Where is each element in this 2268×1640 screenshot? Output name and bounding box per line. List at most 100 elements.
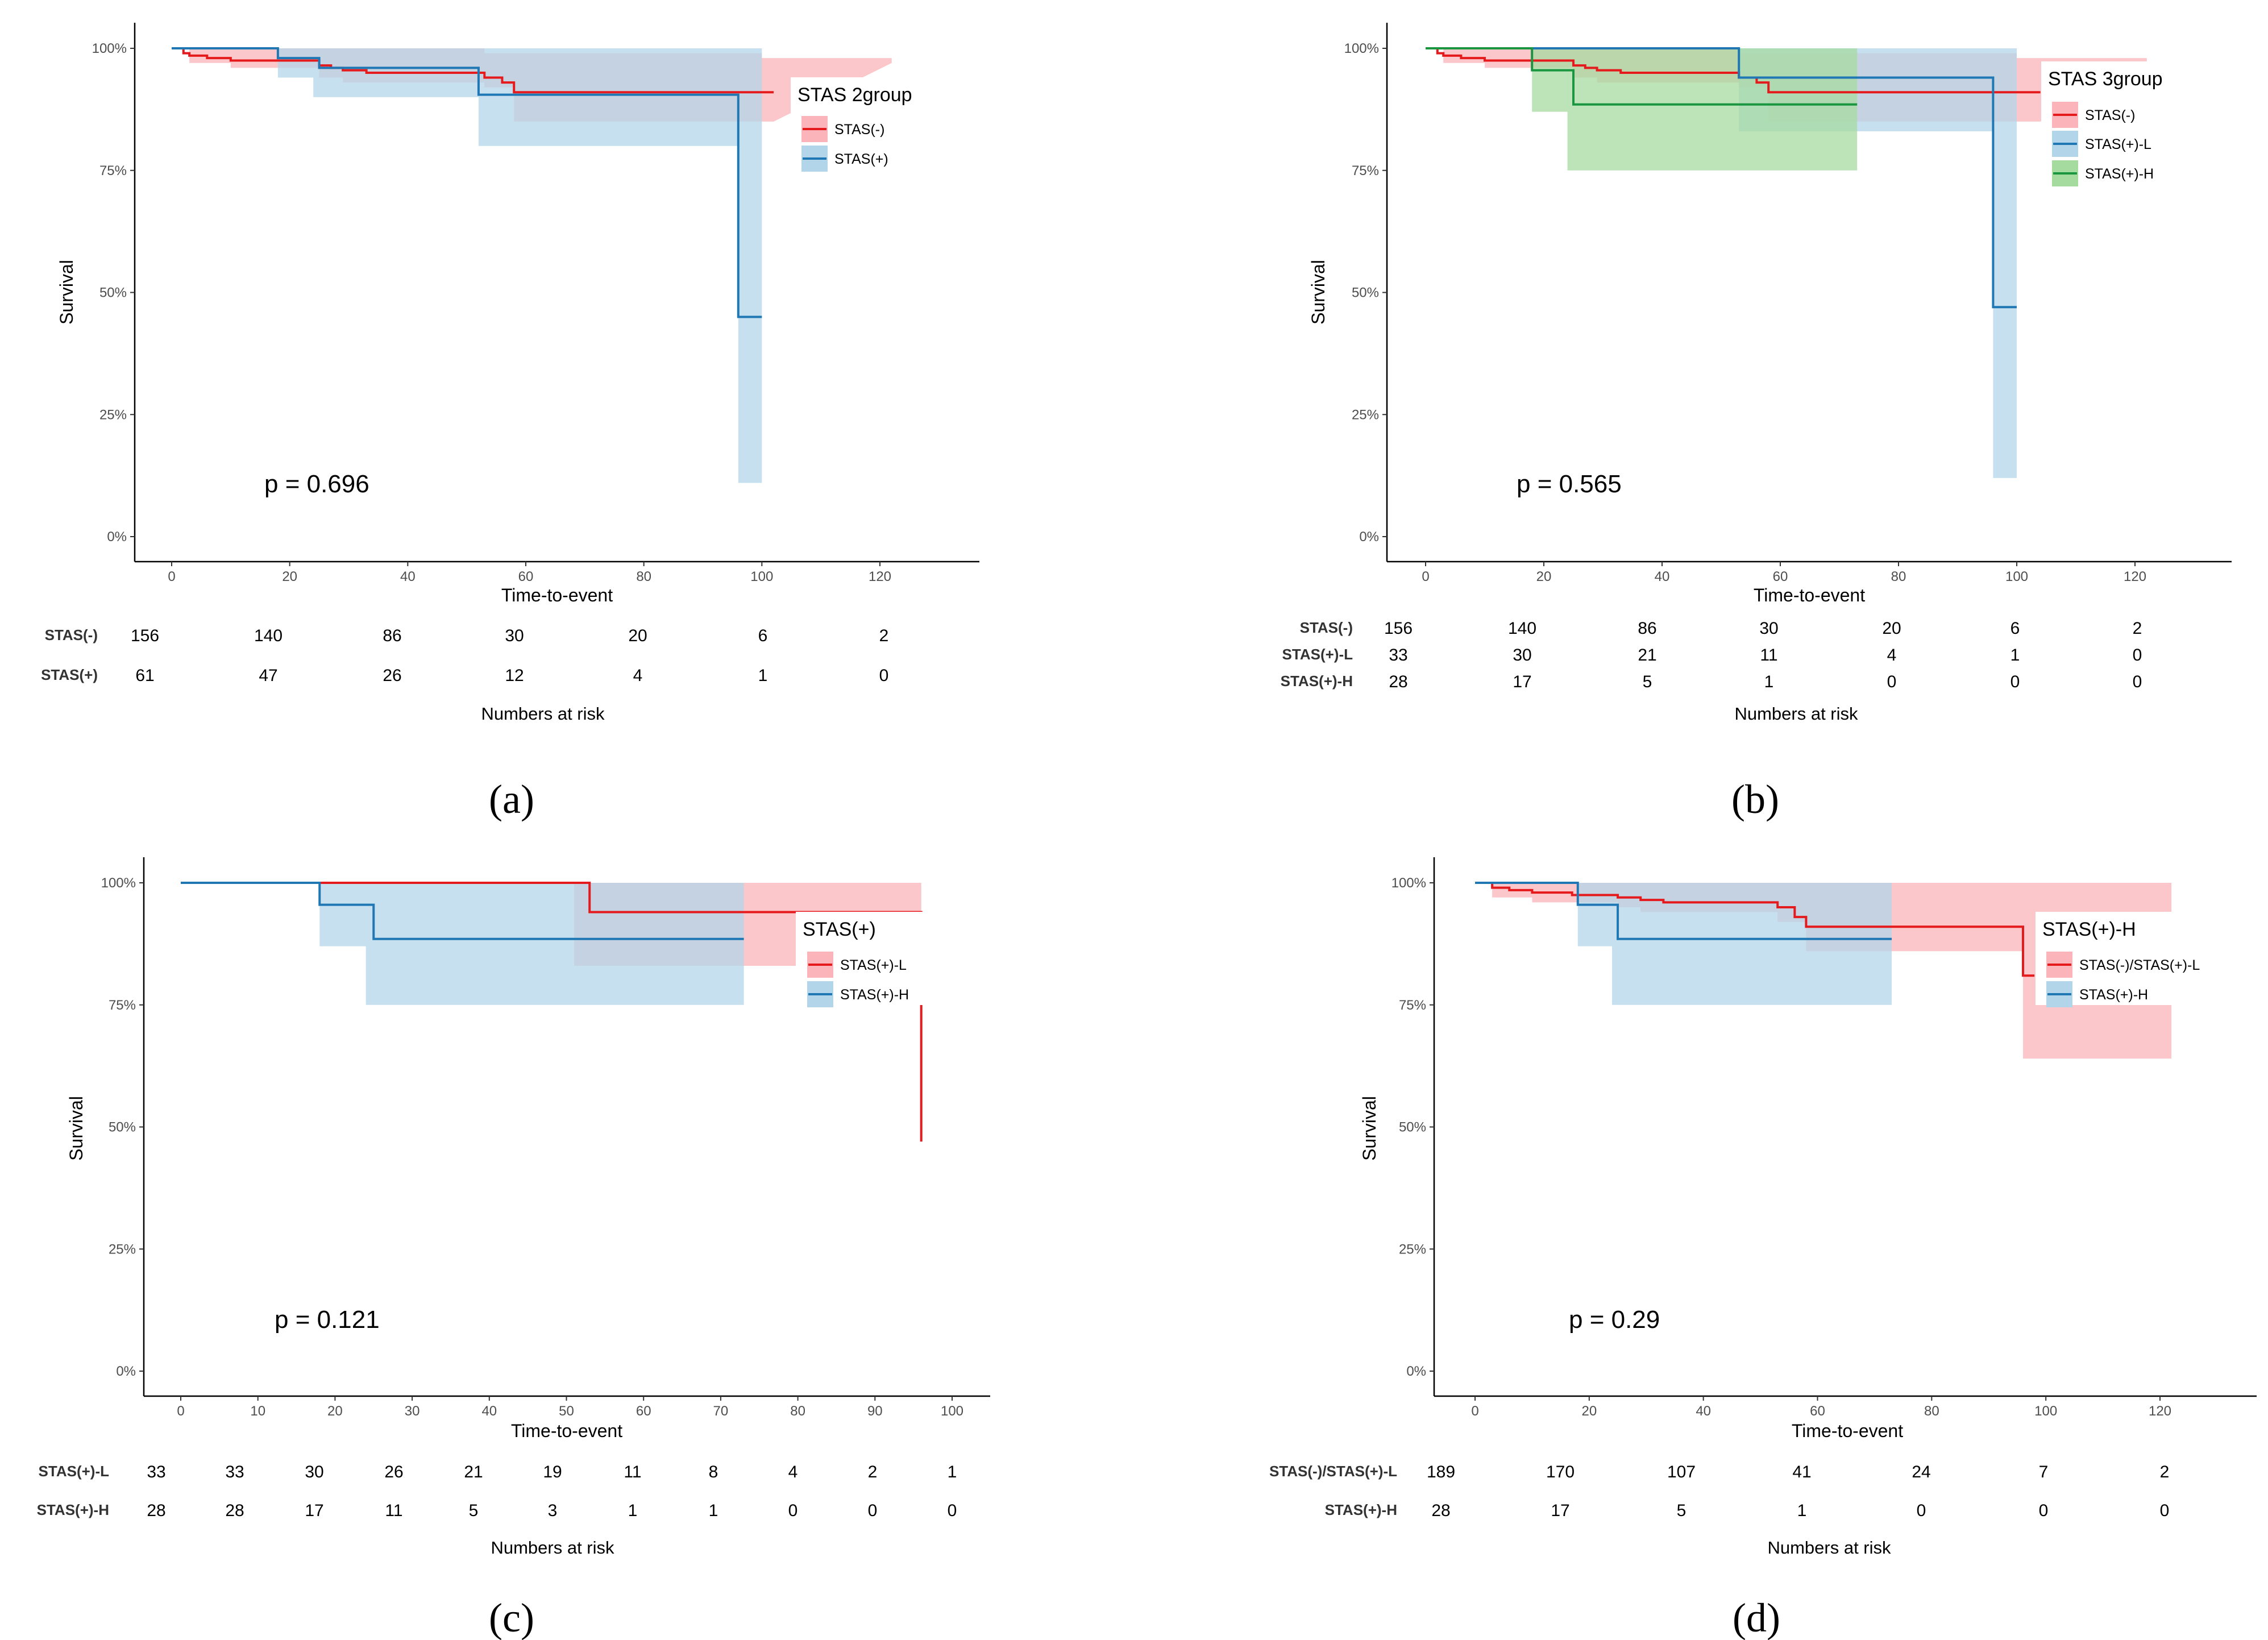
risk-table-value: 11 xyxy=(1760,646,1777,665)
y-axis-title: Survival xyxy=(1308,260,1328,325)
risk-table-group-label: STAS(-)/STAS(+)-L xyxy=(1269,1463,1397,1480)
x-tick-label: 60 xyxy=(636,1404,651,1419)
y-tick-label: 75% xyxy=(99,163,127,178)
y-tick-label: 0% xyxy=(107,529,127,545)
risk-table-value: 0 xyxy=(948,1501,957,1520)
risk-table-value: 7 xyxy=(2039,1463,2049,1481)
x-tick-label: 80 xyxy=(1924,1404,1939,1419)
risk-table-group-label: STAS(+)-H xyxy=(37,1501,109,1518)
legend-label: STAS(-)/STAS(+)-L xyxy=(2079,957,2200,973)
risk-table-value: 0 xyxy=(2133,646,2142,665)
y-tick-label: 25% xyxy=(109,1242,136,1257)
risk-table-value: 4 xyxy=(1887,646,1897,665)
risk-table-value: 0 xyxy=(2011,672,2020,691)
risk-table-value: 26 xyxy=(384,1463,403,1481)
risk-table-value: 107 xyxy=(1667,1463,1696,1481)
risk-table-value: 20 xyxy=(1882,619,1901,638)
risk-table-value: 20 xyxy=(628,626,647,645)
risk-table-value: 28 xyxy=(225,1501,244,1520)
y-axis-title: Survival xyxy=(1359,1096,1380,1161)
p-value-label: p = 0.29 xyxy=(1569,1306,1660,1334)
panel-label: (a) xyxy=(489,777,534,822)
x-tick-label: 20 xyxy=(282,569,297,584)
y-tick-label: 50% xyxy=(109,1120,136,1135)
risk-table-value: 6 xyxy=(2011,619,2020,638)
x-tick-label: 40 xyxy=(1696,1404,1711,1419)
survival-line-1 xyxy=(181,882,744,940)
risk-table-group-label: STAS(+)-L xyxy=(39,1463,110,1480)
risk-table-value: 1 xyxy=(709,1501,718,1520)
risk-table-group-label: STAS(+) xyxy=(41,666,98,683)
risk-table-value: 0 xyxy=(2160,1501,2170,1520)
risk-table-value: 0 xyxy=(788,1501,798,1520)
x-tick-label: 90 xyxy=(867,1404,883,1419)
risk-table-value: 5 xyxy=(469,1501,479,1520)
x-tick-label: 30 xyxy=(405,1404,420,1419)
risk-table-value: 19 xyxy=(543,1463,562,1481)
x-axis-title: Time-to-event xyxy=(511,1421,622,1441)
legend-label: STAS(+)-H xyxy=(840,987,909,1003)
survival-line-2 xyxy=(1426,47,1858,106)
risk-table-value: 61 xyxy=(135,666,154,685)
x-tick-label: 60 xyxy=(1773,569,1788,584)
risk-table-group-label: STAS(+)-H xyxy=(1281,672,1353,690)
risk-table-value: 33 xyxy=(225,1463,244,1481)
risk-table-value: 17 xyxy=(305,1501,323,1520)
survival-line-1 xyxy=(172,47,762,318)
risk-table-value: 0 xyxy=(868,1501,878,1520)
y-tick-label: 50% xyxy=(99,285,127,301)
x-tick-label: 70 xyxy=(713,1404,729,1419)
risk-table-value: 26 xyxy=(383,666,401,685)
legend-label: STAS(+)-H xyxy=(2079,987,2148,1003)
x-tick-label: 80 xyxy=(1891,569,1906,584)
y-tick-label: 100% xyxy=(92,41,127,56)
y-tick-label: 50% xyxy=(1399,1120,1426,1135)
legend-label: STAS(+)-L xyxy=(840,957,907,973)
x-tick-label: 10 xyxy=(250,1404,265,1419)
legend-title: STAS(+)-H xyxy=(2042,919,2136,940)
risk-table-value: 28 xyxy=(147,1501,165,1520)
y-tick-label: 0% xyxy=(1406,1364,1426,1379)
risk-table-value: 0 xyxy=(1917,1501,1926,1520)
risk-table-value: 1 xyxy=(628,1501,638,1520)
y-tick-label: 100% xyxy=(101,875,136,891)
risk-table-value: 4 xyxy=(788,1463,798,1481)
risk-table-value: 2 xyxy=(868,1463,878,1481)
risk-table-value: 1 xyxy=(1764,672,1774,691)
x-tick-label: 100 xyxy=(2005,569,2028,584)
risk-table-value: 11 xyxy=(624,1463,641,1481)
y-axis-title: Survival xyxy=(66,1096,86,1161)
legend-label: STAS(+)-L xyxy=(2085,136,2151,152)
risk-table-value: 86 xyxy=(383,626,401,645)
x-tick-label: 0 xyxy=(177,1404,184,1419)
risk-table-value: 3 xyxy=(548,1501,558,1520)
y-tick-label: 0% xyxy=(1359,529,1379,545)
risk-table-value: 0 xyxy=(1887,672,1897,691)
y-tick-label: 25% xyxy=(1399,1242,1426,1257)
x-tick-label: 0 xyxy=(1471,1404,1478,1419)
x-tick-label: 120 xyxy=(869,569,891,584)
x-tick-label: 0 xyxy=(1422,569,1429,584)
survival-line-0 xyxy=(172,47,774,94)
risk-table-value: 1 xyxy=(948,1463,957,1481)
x-tick-label: 40 xyxy=(481,1404,497,1419)
risk-table-value: 11 xyxy=(385,1501,402,1520)
risk-table-value: 140 xyxy=(1508,619,1536,638)
x-tick-label: 120 xyxy=(2124,569,2146,584)
risk-table-value: 86 xyxy=(1638,619,1656,638)
panel-label: (d) xyxy=(1733,1595,1780,1640)
risk-table-value: 2 xyxy=(879,626,889,645)
risk-table-value: 17 xyxy=(1513,672,1531,691)
y-tick-label: 25% xyxy=(99,407,127,422)
survival-line-1 xyxy=(1426,47,2017,309)
y-tick-label: 75% xyxy=(1399,998,1426,1013)
legend-title: STAS 2group xyxy=(797,84,912,106)
risk-table-value: 33 xyxy=(147,1463,165,1481)
x-tick-label: 120 xyxy=(2149,1404,2171,1419)
risk-table-value: 2 xyxy=(2133,619,2142,638)
legend-label: STAS(-) xyxy=(2085,107,2135,123)
